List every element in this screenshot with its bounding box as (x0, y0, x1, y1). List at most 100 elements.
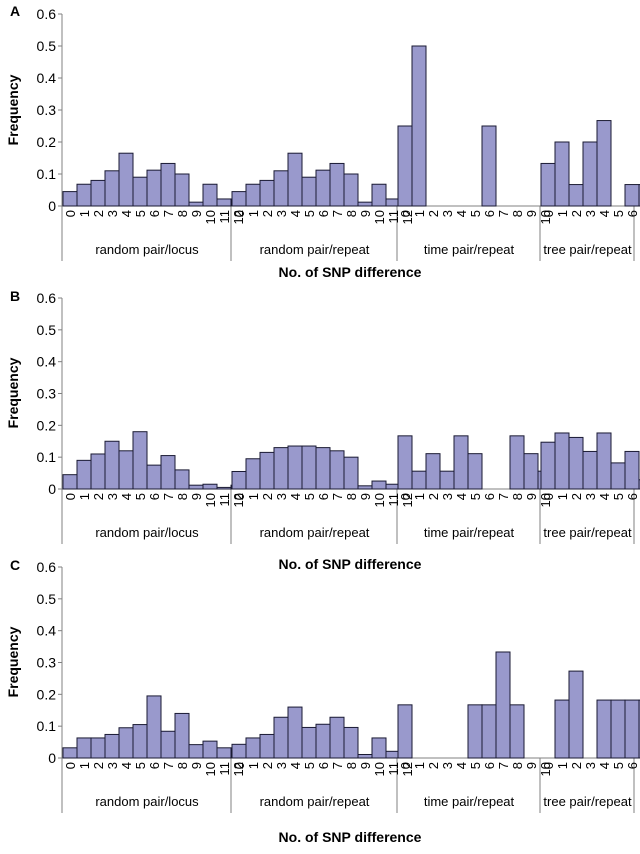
bar (523, 453, 539, 490)
y-tick-label: 0.2 (37, 686, 57, 702)
bar (371, 737, 387, 759)
bar (76, 459, 92, 490)
x-tick-label: 1 (555, 493, 570, 500)
x-tick-label: 4 (119, 493, 134, 500)
bar (174, 173, 190, 207)
bar (132, 176, 148, 207)
x-tick-label: 0 (232, 210, 247, 217)
bar (118, 450, 134, 490)
bar (481, 125, 497, 207)
x-tick-label: 9 (358, 210, 373, 217)
x-tick-label: 6 (625, 762, 640, 769)
bar (343, 456, 359, 490)
x-tick-label: 3 (105, 493, 120, 500)
x-axis-title: No. of SNP difference (279, 829, 422, 845)
x-tick-label: 5 (302, 762, 317, 769)
x-tick-label: 5 (302, 210, 317, 217)
x-tick-label: 0 (398, 210, 413, 217)
bar (62, 747, 78, 759)
y-tick-label: 0.6 (37, 6, 57, 22)
x-tick-label: 2 (91, 210, 106, 217)
group-tree-pair-repeat: 01234567tree pair/repeat (541, 670, 640, 809)
x-tick-label: 1 (555, 210, 570, 217)
x-tick-label: 8 (510, 210, 525, 217)
x-tick-label: 12 (231, 762, 246, 776)
x-tick-label: 10 (203, 493, 218, 507)
bar (467, 453, 483, 490)
bar (202, 483, 218, 490)
bar (568, 670, 584, 759)
x-tick-label: 8 (175, 762, 190, 769)
bar (596, 432, 612, 490)
x-tick-label: 11 (217, 210, 232, 224)
bar (216, 198, 232, 207)
group-label: random pair/repeat (260, 794, 370, 809)
bar (495, 651, 511, 759)
bar (160, 162, 176, 207)
x-tick-label: 4 (597, 210, 612, 217)
x-tick-label: 2 (91, 762, 106, 769)
x-tick-label: 11 (386, 210, 401, 224)
bar (245, 458, 261, 490)
x-tick-label: 1 (246, 762, 261, 769)
x-tick-label: 8 (344, 493, 359, 500)
bar (624, 450, 640, 490)
x-tick-label: 0 (232, 762, 247, 769)
x-tick-label: 7 (496, 762, 511, 769)
group-label: tree pair/repeat (543, 794, 632, 809)
x-tick-label: 5 (302, 493, 317, 500)
y-tick-label: 0.3 (37, 655, 57, 671)
bar (397, 125, 413, 207)
x-tick-label: 8 (344, 210, 359, 217)
panel-label: B (10, 288, 20, 304)
x-tick-label: 10 (538, 762, 553, 776)
bar (301, 445, 317, 490)
x-tick-label: 10 (372, 210, 387, 224)
x-tick-label: 12 (231, 210, 246, 224)
bar (453, 435, 469, 490)
bar (146, 695, 162, 759)
bar (231, 743, 247, 759)
bar (554, 141, 570, 207)
x-tick-label: 9 (189, 210, 204, 217)
bar (329, 716, 345, 759)
x-tick-label: 8 (510, 493, 525, 500)
bar (610, 699, 626, 759)
bar (467, 704, 483, 759)
x-tick-label: 4 (597, 762, 612, 769)
bar (160, 455, 176, 490)
x-tick-label: 6 (625, 210, 640, 217)
y-axis-title: Frequency (5, 626, 21, 697)
x-tick-label: 5 (468, 210, 483, 217)
x-tick-label: 6 (147, 210, 162, 217)
x-tick-label: 5 (468, 493, 483, 500)
y-tick-label: 0.5 (37, 38, 57, 54)
x-tick-label: 9 (189, 493, 204, 500)
x-tick-label: 4 (288, 493, 303, 500)
x-tick-label: 7 (161, 493, 176, 500)
bar (301, 726, 317, 759)
bar (245, 183, 261, 207)
x-tick-label: 3 (440, 762, 455, 769)
y-tick-label: 0.1 (37, 718, 57, 734)
group-label: random pair/locus (95, 794, 199, 809)
x-tick-label: 1 (77, 210, 92, 217)
x-tick-label: 5 (611, 493, 626, 500)
x-tick-label: 9 (524, 493, 539, 500)
x-tick-label: 4 (119, 762, 134, 769)
y-tick-label: 0.1 (37, 449, 57, 465)
panel-label: A (10, 3, 20, 19)
x-tick-label: 12 (400, 210, 415, 224)
bar (357, 201, 373, 207)
bar (174, 469, 190, 490)
x-tick-label: 1 (555, 762, 570, 769)
x-tick-label: 7 (496, 210, 511, 217)
bar (188, 744, 204, 759)
x-tick-label: 10 (203, 762, 218, 776)
